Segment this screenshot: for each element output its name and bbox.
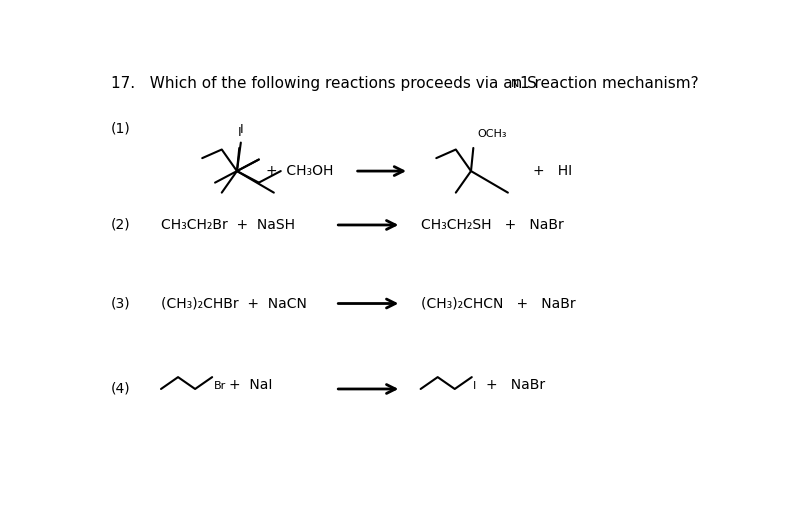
Text: (CH₃)₂CHBr  +  NaCN: (CH₃)₂CHBr + NaCN [161, 297, 307, 310]
Text: (4): (4) [111, 382, 130, 396]
Text: I: I [238, 126, 242, 139]
Text: (2): (2) [111, 218, 130, 232]
Text: Br: Br [214, 381, 226, 391]
Text: (CH₃)₂CHCN   +   NaBr: (CH₃)₂CHCN + NaBr [421, 297, 575, 310]
Text: CH₃CH₂Br  +  NaSH: CH₃CH₂Br + NaSH [161, 218, 295, 232]
Text: N: N [512, 79, 520, 89]
Text: +  CH₃OH: + CH₃OH [265, 164, 333, 178]
Text: 1 reaction mechanism?: 1 reaction mechanism? [520, 76, 699, 91]
Text: +   HI: + HI [533, 164, 572, 178]
Text: +   NaBr: + NaBr [485, 378, 545, 392]
Text: I: I [474, 381, 477, 391]
Text: (3): (3) [111, 297, 130, 310]
Text: OCH₃: OCH₃ [478, 129, 507, 139]
Text: I: I [240, 122, 243, 136]
Text: (1): (1) [111, 122, 131, 136]
Text: 17.   Which of the following reactions proceeds via an S: 17. Which of the following reactions pro… [111, 76, 536, 91]
Text: +  NaI: + NaI [229, 378, 272, 392]
Text: CH₃CH₂SH   +   NaBr: CH₃CH₂SH + NaBr [421, 218, 563, 232]
